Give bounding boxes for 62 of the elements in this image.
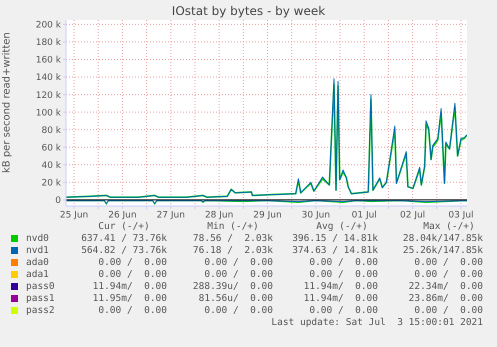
text: 0.00 / 0.00 xyxy=(204,305,273,317)
y-tick-label: 0 xyxy=(55,196,62,206)
text: 396.15 / 14.81k xyxy=(292,233,378,245)
text: 288.39u/ 0.00 xyxy=(192,281,273,293)
x-tick-label: 28 Jun xyxy=(204,210,234,220)
legend-label: pass0 xyxy=(26,281,55,293)
text: 0.00 / 0.00 xyxy=(204,257,273,269)
text: 0.00 / 0.00 xyxy=(309,257,378,269)
text: 22.34m/ 0.00 xyxy=(408,281,483,293)
text: 0.00 / 0.00 xyxy=(98,269,167,281)
y-tick-label: 160 k xyxy=(36,56,62,66)
text: 0.00 / 0.00 xyxy=(414,305,483,317)
y-tick-label: 140 k xyxy=(36,73,62,84)
x-tick-label: 29 Jun xyxy=(253,210,282,220)
y-tick-label: 120 k xyxy=(36,90,62,101)
y-tick-label: 80 k xyxy=(41,126,62,136)
chart-title: IOstat by bytes - by week xyxy=(170,4,326,18)
text: 76.18 / 2.03k xyxy=(192,245,273,257)
text: 0.00 / 0.00 xyxy=(204,269,273,281)
text: 0.00 / 0.00 xyxy=(414,269,483,281)
legend-label: ada1 xyxy=(26,269,49,281)
text: 11.94m/ 0.00 xyxy=(304,293,378,305)
y-tick-label: 20 k xyxy=(41,178,62,189)
text: 11.94m/ 0.00 xyxy=(304,281,378,293)
text: 78.56 / 2.03k xyxy=(192,233,273,245)
text: 81.56u/ 0.00 xyxy=(198,293,273,305)
y-tick-label: 40 k xyxy=(41,160,62,171)
text: Avg (-/+) xyxy=(315,221,369,233)
x-tick-label: 27 Jun xyxy=(156,210,185,220)
text: 0.00 / 0.00 xyxy=(309,305,378,317)
text: Max (-/+) xyxy=(422,221,476,233)
text: 0.00 / 0.00 xyxy=(414,257,483,269)
x-tick-label: 03 Jul xyxy=(448,210,474,220)
text: 0.00 / 0.00 xyxy=(98,305,167,317)
text: 564.82 / 73.76k xyxy=(81,245,167,257)
x-tick-label: 25 Jun xyxy=(60,210,88,220)
text: Min (-/+) xyxy=(206,221,260,233)
y-tick-label: 180 k xyxy=(36,38,62,48)
text: 0.00 / 0.00 xyxy=(309,269,378,281)
x-tick-label: 02 Jul xyxy=(400,210,426,220)
text: 28.04k/147.85k xyxy=(402,233,483,245)
text: 11.95m/ 0.00 xyxy=(92,293,167,305)
text: 23.86m/ 0.00 xyxy=(408,293,483,305)
x-tick-label: 26 Jun xyxy=(108,210,137,220)
text: 11.94m/ 0.00 xyxy=(92,281,167,293)
x-tick-label: 01 Jul xyxy=(352,210,377,220)
legend-label: nvd1 xyxy=(26,245,49,257)
x-tick-label: 30 Jun xyxy=(302,210,330,220)
legend-label: pass1 xyxy=(26,293,55,305)
text: 637.41 / 73.76k xyxy=(81,233,167,245)
text: Cur (-/+) xyxy=(97,221,151,233)
text: Last update: Sat Jul 3 15:00:01 2021 xyxy=(271,317,483,329)
text: 25.26k/147.85k xyxy=(402,245,483,257)
legend-label: nvd0 xyxy=(26,233,49,245)
text: 374.63 / 14.81k xyxy=(292,245,378,257)
y-axis-title: kB per second read+written xyxy=(2,32,13,173)
y-tick-label: 100 k xyxy=(36,108,62,118)
legend-label: pass2 xyxy=(26,305,55,317)
text: 0.00 / 0.00 xyxy=(98,257,167,269)
y-tick-label: 200 k xyxy=(36,20,62,31)
y-tick-label: 60 k xyxy=(41,143,62,154)
legend-label: ada0 xyxy=(26,257,49,269)
